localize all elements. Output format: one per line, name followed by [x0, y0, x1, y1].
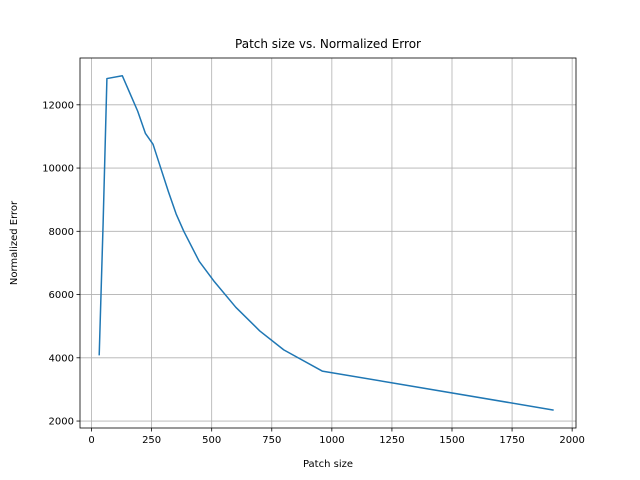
x-tick-label: 250	[142, 435, 161, 446]
y-tick-label: 2000	[49, 417, 74, 428]
grid	[80, 58, 576, 428]
y-tick-label: 8000	[49, 227, 74, 238]
chart-title: Patch size vs. Normalized Error	[235, 37, 421, 51]
ticks: 0 250 500 750 1000 1250 1500 1750 2000 2000 4000 60…	[42, 100, 585, 446]
y-tick-label: 4000	[49, 353, 74, 364]
series-line	[98, 74, 554, 411]
plot-frame	[79, 57, 577, 429]
x-tick-label: 750	[262, 435, 281, 446]
x-tick-label: 2000	[559, 435, 584, 446]
series	[98, 74, 554, 411]
y-axis-label: Normalized Error	[9, 200, 20, 285]
y-tick-label: 10000	[42, 164, 74, 175]
x-tick-label: 500	[202, 435, 221, 446]
x-tick-label: 1000	[319, 435, 344, 446]
x-axis-label: Patch size	[303, 459, 353, 470]
y-tick-label: 12000	[42, 100, 74, 111]
x-tick-label: 1500	[439, 435, 464, 446]
y-tick-label: 6000	[49, 290, 74, 301]
x-tick-label: 1750	[499, 435, 524, 446]
x-tick-label: 0	[88, 435, 94, 446]
x-tick-label: 1250	[379, 435, 404, 446]
